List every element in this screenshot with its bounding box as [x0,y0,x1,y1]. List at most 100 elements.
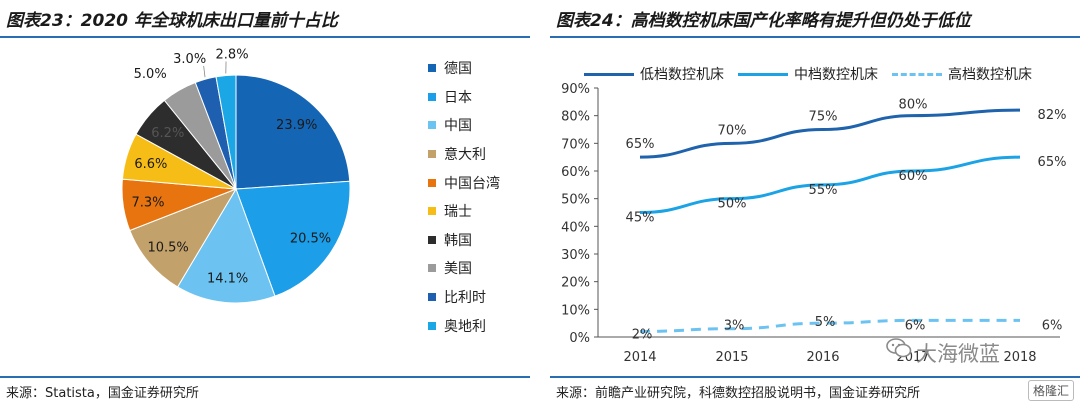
y-tick-label-2: 20% [561,276,590,291]
pie-legend-label-5: 瑞士 [444,204,472,221]
pie-legend-swatch-3 [428,150,436,159]
pie-legend-swatch-0 [428,64,436,73]
pie-legend-item-2: 中国 [428,111,500,140]
watermark: 大海微蓝 [886,338,1000,368]
data-label-1-0: 45% [626,211,655,226]
data-label-1-4: 65% [1038,155,1067,170]
pie-chart-title: 图表23：2020 年全球机床出口量前十占比 [6,11,338,31]
y-tick-label-6: 60% [561,165,590,180]
x-tick-label-0: 2014 [623,350,656,365]
y-tick-label-7: 70% [561,137,590,152]
data-label-1-2: 55% [809,183,838,198]
pie-legend-item-4: 中国台湾 [428,168,500,197]
pie-legend-swatch-9 [428,321,436,330]
data-label-0-1: 70% [718,123,747,138]
x-tick-label-1: 2015 [715,350,748,365]
line-legend-item-1: 中档数控机床 [738,64,878,84]
pie-legend-swatch-4 [428,178,436,187]
y-tick-label-9: 90% [561,82,590,97]
x-tick-label-2: 2016 [806,350,839,365]
pie-label-9: 2.8% [216,48,249,63]
pie-legend-item-5: 瑞士 [428,197,500,226]
data-label-1-3: 60% [899,169,928,184]
line-legend-swatch-0 [584,72,634,76]
data-label-2-2: 5% [815,315,836,330]
pie-leader-8 [203,65,206,78]
y-tick-label-0: 0% [569,331,590,346]
data-label-2-4: 6% [1042,318,1063,333]
y-tick-label-4: 40% [561,220,590,235]
pie-legend-swatch-6 [428,235,436,244]
pie-legend-swatch-7 [428,264,436,273]
watermark-text: 大海微蓝 [916,342,1000,366]
pie-legend-label-2: 中国 [444,118,472,135]
pie-legend-item-6: 韩国 [428,226,500,255]
pie-slice-9 [215,74,237,190]
pie-chart: 23.9% 20.5% 14.1% 10.5% 7.3% 6.6% 6.2% 5.0% 3.0%… [121,48,351,304]
pie-legend-item-9: 奥地利 [428,311,500,340]
line-legend: 低档数控机床 中档数控机床 高档数控机床 [584,64,1046,84]
pie-source-rule [0,376,530,378]
line-legend-item-2: 高档数控机床 [892,64,1032,84]
pie-legend-item-8: 比利时 [428,283,500,312]
line-legend-label-1: 中档数控机床 [794,67,878,83]
data-label-2-1: 3% [724,319,745,334]
line-source-rule [550,376,1080,378]
line-source: 来源：前瞻产业研究院，科德数控招股说明书，国金证券研究所 [556,386,921,401]
pie-label-6: 6.2% [151,126,184,141]
line-legend-item-0: 低档数控机床 [584,64,724,84]
pie-label-3: 10.5% [147,240,188,255]
pie-label-5: 6.6% [134,157,167,172]
line-chart-title: 图表24：高档数控机床国产化率略有提升但仍处于低位 [556,11,971,31]
pie-legend-item-7: 美国 [428,254,500,283]
pie-labels: 23.9% 20.5% 14.1% 10.5% 7.3% 6.6% 6.2% 5.0% 3.0%… [131,48,331,287]
data-label-0-4: 82% [1038,108,1067,123]
pie-title-rule [0,36,530,38]
pie-legend-item-1: 日本 [428,83,500,112]
pie-legend-item-3: 意大利 [428,140,500,169]
line-chart-panel: 图表24：高档数控机床国产化率略有提升但仍处于低位 低档数控机床 中档数控机床 高档… [550,0,1080,409]
series-line-2 [639,318,1020,333]
x-tick-label-4: 2018 [1003,350,1036,365]
wechat-icon [886,338,912,364]
y-tick-label-5: 50% [561,193,590,208]
pie-label-8: 3.0% [173,52,206,67]
pie-legend-label-8: 比利时 [444,290,486,307]
data-label-2-3: 6% [905,318,926,333]
pie-slice-3 [129,188,238,288]
pie-legend-label-6: 韩国 [444,232,472,249]
pie-legend-swatch-1 [428,92,436,101]
line-legend-label-0: 低档数控机床 [640,67,724,83]
line-title-rule [550,36,1080,38]
data-label-0-2: 75% [809,110,838,125]
pie-legend-label-3: 意大利 [444,147,486,164]
data-label-0-3: 80% [899,98,928,113]
pie-legend-swatch-8 [428,293,436,302]
pie-legend-label-1: 日本 [444,89,472,106]
y-tick-label-1: 10% [561,303,590,318]
series-line-0 [639,108,1021,159]
line-legend-swatch-2 [892,72,942,76]
pie-legend-label-7: 美国 [444,261,472,278]
pie-legend-label-4: 中国台湾 [444,175,500,192]
pie-slice-2 [176,187,276,304]
data-label-2-0: 2% [632,327,653,342]
pie-legend-label-0: 德国 [444,61,472,78]
data-label-1-1: 50% [718,197,747,212]
pie-source: 来源：Statista，国金证券研究所 [6,386,199,401]
series-0: 65% 70% 75% 80% 82% [626,98,1067,159]
pie-slices [121,74,351,304]
pie-label-1: 20.5% [290,232,331,247]
pie-legend-item-0: 德国 [428,54,500,83]
series-line-1 [639,155,1021,214]
line-legend-label-2: 高档数控机床 [948,67,1032,83]
pie-legend: 德国日本中国意大利中国台湾瑞士韩国美国比利时奥地利 [428,54,500,340]
line-legend-swatch-1 [738,72,788,76]
pie-legend-swatch-2 [428,121,436,130]
y-tick-label-8: 80% [561,110,590,125]
pie-label-4: 7.3% [131,196,164,211]
series-2: 2% 3% 5% 6% 6% [632,315,1063,342]
pie-label-7: 5.0% [134,67,167,82]
pie-label-2: 14.1% [207,272,248,287]
pie-slice-1 [235,180,351,297]
